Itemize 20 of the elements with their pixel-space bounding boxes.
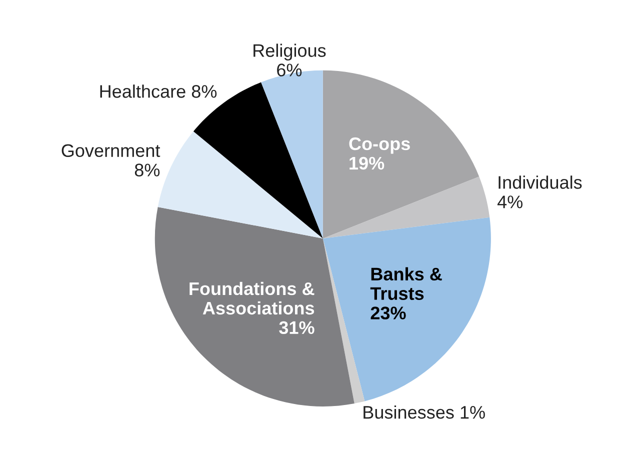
slice-label: Businesses 1%: [364, 406, 485, 419]
pie-slice: [322, 217, 491, 402]
pie-slice: [193, 82, 323, 238]
slice-label: Healthcare 8%: [100, 84, 217, 98]
pie-slice: [322, 70, 480, 238]
slice-label: Individuals: [498, 176, 582, 189]
data-label: 31%: [279, 321, 314, 334]
data-label: 23%: [370, 306, 406, 320]
slice-label: Co-ops: [349, 137, 410, 154]
pie-slice: [322, 238, 365, 404]
slice-label: Government: [62, 144, 160, 158]
slice-label: Foundations & Associations: [190, 282, 314, 315]
data-label: 19%: [350, 156, 384, 170]
data-label: 8%: [134, 164, 160, 176]
data-label: 6%: [277, 64, 302, 76]
data-label: 4%: [497, 196, 523, 208]
slice-label: Banks & Trusts: [370, 267, 442, 300]
pie-slice: [154, 206, 354, 406]
slice-label: Religious: [254, 44, 326, 61]
pie-slice: [322, 176, 490, 238]
